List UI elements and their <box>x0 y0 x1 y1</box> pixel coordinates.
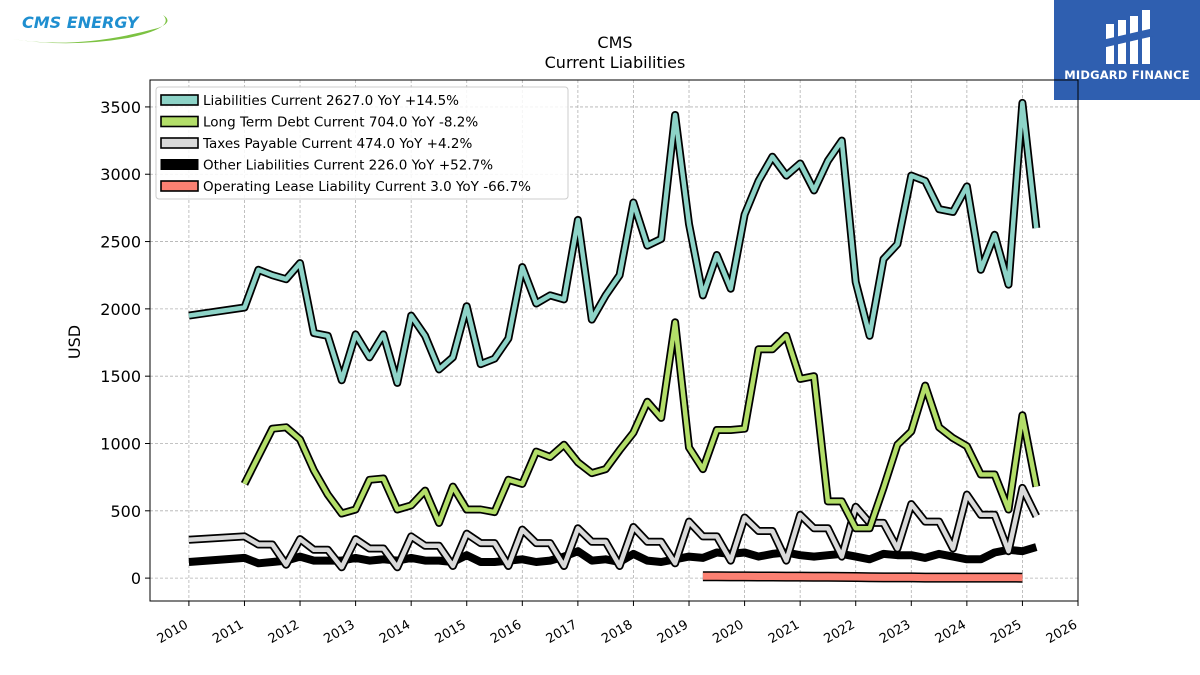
y-tick-label: 1000 <box>100 434 141 453</box>
x-tick-label: 2013 <box>321 617 357 647</box>
series-layer <box>188 98 1041 583</box>
x-tick-label: 2014 <box>377 617 413 647</box>
cms-energy-logo: CMS ENERGY <box>8 6 173 46</box>
midgard-finance-logo: MIDGARD FINANCE <box>1054 0 1200 100</box>
series-3 <box>188 483 1040 572</box>
x-tick-label: 2023 <box>877 617 913 647</box>
y-tick-label: 0 <box>131 569 141 588</box>
series-line <box>188 543 1038 568</box>
series-2 <box>240 318 1041 533</box>
x-tick-label: 2017 <box>544 617 580 647</box>
midgard-finance-mark-icon <box>1102 10 1154 64</box>
legend-box <box>155 86 569 200</box>
y-tick-label: 500 <box>110 502 141 521</box>
legend-swatch <box>160 159 199 170</box>
legend-swatch <box>160 94 199 106</box>
x-tick-label: 2021 <box>766 617 802 647</box>
series-line <box>702 572 1023 582</box>
legend-label: Other Liabilities Current 226.0 YoY +52.… <box>203 158 493 174</box>
legend-swatch <box>160 137 199 149</box>
legend-item-2: Long Term Debt Current 704.0 YoY -8.2% <box>160 115 478 131</box>
x-tick-label: 2025 <box>988 617 1024 647</box>
legend-swatch <box>160 115 199 128</box>
legend-item-4: Other Liabilities Current 226.0 YoY +52.… <box>160 158 493 174</box>
x-tick-label: 2024 <box>933 617 969 647</box>
y-tick-label: 1500 <box>100 367 141 386</box>
series-1 <box>188 98 1041 387</box>
x-tick-label: 2026 <box>1044 617 1080 647</box>
y-tick-label: 2000 <box>100 300 141 319</box>
series-line <box>188 100 1039 386</box>
cms-energy-logo-swoosh-icon: CMS ENERGY <box>12 13 168 44</box>
series-line <box>242 320 1039 531</box>
x-tick-label: 2022 <box>822 617 858 647</box>
y-tick-label: 3000 <box>100 165 141 184</box>
chart-subtitle: Current Liabilities <box>545 53 686 72</box>
x-tick-label: 2010 <box>155 617 191 647</box>
legend: Liabilities Current 2627.0 YoY +14.5% Lon… <box>155 86 569 200</box>
legend-label: Taxes Payable Current 474.0 YoY +4.2% <box>202 136 472 152</box>
x-tick-label: 2019 <box>655 617 691 647</box>
x-tick-label: 2015 <box>433 617 469 647</box>
legend-label: Long Term Debt Current 704.0 YoY -8.2% <box>203 115 478 131</box>
x-tick-label: 2011 <box>210 617 246 647</box>
series-line <box>188 485 1039 570</box>
x-tick-label: 2012 <box>266 617 302 647</box>
legend-item-3: Taxes Payable Current 474.0 YoY +4.2% <box>160 136 472 152</box>
series-4 <box>188 543 1038 568</box>
legend-label: Operating Lease Liability Current 3.0 Yo… <box>203 179 531 195</box>
legend-label: Liabilities Current 2627.0 YoY +14.5% <box>203 93 459 109</box>
legend-swatch <box>160 180 199 192</box>
y-axis-label: USD <box>65 325 84 359</box>
x-tick-label: 2018 <box>599 617 635 647</box>
plot-frame <box>149 79 1079 602</box>
x-tick-label: 2016 <box>488 617 524 647</box>
legend-item-1: Liabilities Current 2627.0 YoY +14.5% <box>160 93 459 109</box>
right-logo-text: MIDGARD FINANCE <box>1064 68 1190 82</box>
legend-item-5: Operating Lease Liability Current 3.0 Yo… <box>160 179 531 195</box>
y-tick-label: 2500 <box>100 233 141 252</box>
x-tick-label: 2020 <box>710 617 746 647</box>
y-tick-label: 3500 <box>100 98 141 117</box>
left-logo-text: CMS ENERGY <box>22 13 140 32</box>
series-5 <box>702 571 1023 583</box>
chart-title: CMS <box>597 33 632 52</box>
